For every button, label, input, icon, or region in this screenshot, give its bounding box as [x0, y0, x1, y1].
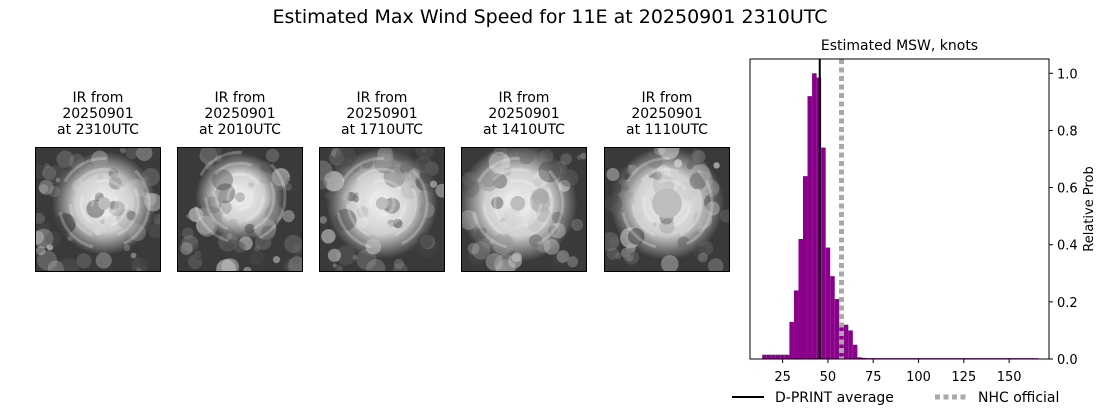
histogram-bar [798, 239, 803, 359]
y-tick-label: 0.0 [1057, 353, 1078, 368]
chart-title: Estimated MSW, knots [821, 38, 978, 54]
cloud-image-icon [605, 148, 729, 271]
ir-panel-2: IR from 20250901 at 2010UTC [177, 90, 303, 272]
histogram-bar [762, 354, 767, 359]
figure-title: Estimated Max Wind Speed for 11E at 2025… [272, 6, 828, 28]
y-tick-label: 0.4 [1057, 239, 1078, 254]
ir-satellite-image [319, 147, 445, 272]
histogram-bar [825, 247, 831, 359]
histogram-bar [771, 354, 776, 359]
legend-label-nhc: NHC official [978, 390, 1059, 406]
ir-caption-line: IR from [214, 90, 266, 106]
ir-caption-line: 20250901 [62, 106, 134, 122]
ir-panel-5: IR from 20250901 at 1110UTC [604, 90, 730, 272]
ir-satellite-image [35, 147, 161, 272]
histogram-bar [780, 354, 785, 359]
histogram-bar [784, 354, 790, 359]
ir-caption-line: 20250901 [346, 106, 418, 122]
y-tick-label: 0.8 [1057, 124, 1078, 139]
x-tick-label: 125 [951, 370, 976, 385]
cloud-image-icon [36, 148, 160, 271]
cloud-image-icon [178, 148, 302, 271]
ir-satellite-image [177, 147, 303, 272]
histogram-bar [852, 344, 858, 359]
cloud-image-icon [320, 148, 444, 271]
histogram-bar [775, 354, 781, 359]
legend-label-dprint: D-PRINT average [775, 390, 894, 406]
histogram-bar [821, 147, 826, 359]
ir-caption-line: at 2010UTC [199, 122, 281, 138]
histogram-bar [834, 299, 840, 359]
x-tick-label: 100 [906, 370, 931, 385]
ir-caption: IR from 20250901 at 1710UTC [319, 90, 445, 142]
histogram-bar [812, 73, 817, 359]
histogram-bar [843, 324, 849, 359]
histogram-bar [861, 357, 867, 359]
histogram-bar [789, 321, 794, 359]
x-tick-label: 50 [820, 370, 837, 385]
ir-caption-line: at 1410UTC [483, 122, 565, 138]
ir-caption-line: IR from [72, 90, 124, 106]
ir-panel-4: IR from 20250901 at 1410UTC [461, 90, 587, 272]
ir-caption-line: at 1110UTC [626, 122, 708, 138]
ir-caption-line: IR from [641, 90, 693, 106]
x-tick-label: 25 [774, 370, 791, 385]
histogram-bar [766, 354, 772, 359]
ir-caption-line: at 1710UTC [341, 122, 423, 138]
ir-panel-1: IR from 20250901 at 2310UTC [35, 90, 161, 272]
ir-satellite-image [604, 147, 730, 272]
ir-caption: IR from 20250901 at 2010UTC [177, 90, 303, 142]
histogram-bar [830, 276, 835, 359]
ir-caption: IR from 20250901 at 1410UTC [461, 90, 587, 142]
ir-caption-line: IR from [356, 90, 408, 106]
y-tick-label: 0.2 [1057, 296, 1078, 311]
ir-caption-line: at 2310UTC [57, 122, 139, 138]
y-axis-label: Relative Prob [1082, 166, 1097, 251]
y-tick-label: 0.6 [1057, 182, 1078, 197]
ir-caption: IR from 20250901 at 1110UTC [604, 90, 730, 142]
cloud-image-icon [462, 148, 586, 271]
ir-satellite-image [461, 147, 587, 272]
x-tick-label: 75 [865, 370, 882, 385]
ir-caption-line: 20250901 [204, 106, 276, 122]
histogram-bar [807, 96, 813, 359]
ir-caption-line: 20250901 [631, 106, 703, 122]
y-tick-label: 1.0 [1057, 67, 1078, 82]
ir-panel-3: IR from 20250901 at 1710UTC [319, 90, 445, 272]
ir-caption: IR from 20250901 at 2310UTC [35, 90, 161, 142]
histogram-bar [857, 357, 862, 359]
histogram-bar [793, 290, 799, 359]
ir-caption-line: 20250901 [488, 106, 560, 122]
plot-frame [749, 58, 1050, 360]
histogram-bar [803, 176, 808, 359]
histogram-bar [848, 330, 853, 359]
ir-caption-line: IR from [498, 90, 550, 106]
x-tick-label: 150 [997, 370, 1022, 385]
